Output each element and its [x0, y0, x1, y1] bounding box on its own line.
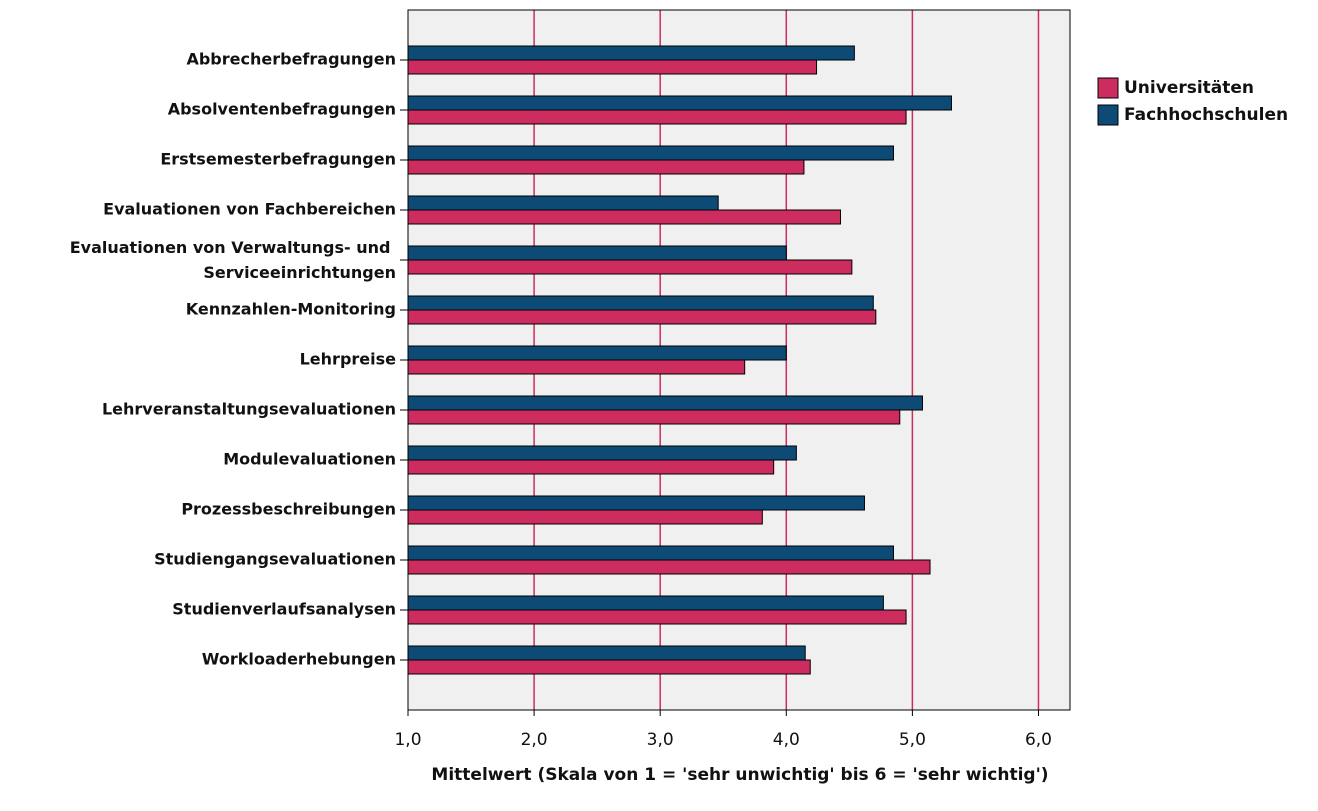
y-tick-label: Evaluationen von Fachbereichen: [103, 200, 396, 219]
y-tick-label: Evaluationen von Verwaltungs- und Servic…: [70, 238, 396, 282]
bar: [407, 295, 874, 311]
y-tick-label: Studienverlaufsanalysen: [172, 600, 396, 619]
bar: [407, 45, 855, 61]
bar: [407, 545, 894, 561]
y-tick-label: Absolventenbefragungen: [168, 100, 396, 119]
bar: [407, 459, 775, 475]
x-tick-label: 3,0: [647, 730, 674, 750]
y-tick-label: Workloaderhebungen: [202, 650, 396, 669]
y-tick-label: Kennzahlen-Monitoring: [186, 300, 396, 319]
bar: [407, 609, 907, 625]
bar: [407, 345, 787, 361]
y-tick-label: Erstsemesterbefragungen: [160, 150, 396, 169]
bar: [407, 409, 901, 425]
x-axis-title: Mittelwert (Skala von 1 = 'sehr unwichti…: [431, 765, 1049, 785]
legend-label: Universitäten: [1124, 78, 1254, 98]
bar: [407, 259, 853, 275]
bar: [407, 395, 923, 411]
bar: [407, 59, 818, 75]
bar: [407, 95, 952, 111]
y-tick-label: Lehrpreise: [300, 350, 397, 369]
x-tick-label: 2,0: [521, 730, 548, 750]
bar: [407, 559, 931, 575]
bar: [407, 445, 797, 461]
bar: [407, 245, 787, 261]
bar: [407, 159, 805, 175]
plot-frame: [407, 9, 1071, 711]
bar: [407, 359, 746, 375]
y-tick-label: Lehrveranstaltungsevaluationen: [102, 400, 396, 419]
x-tick-label: 6,0: [1025, 730, 1052, 750]
bar: [407, 195, 719, 211]
bar: [407, 495, 865, 511]
y-tick-label: Abbrecherbefragungen: [186, 50, 396, 69]
bar: [407, 509, 763, 525]
bar: [407, 645, 806, 661]
x-tick-label: 1,0: [394, 730, 421, 750]
bar: [407, 659, 811, 675]
y-tick-label: Prozessbeschreibungen: [181, 500, 396, 519]
legend-swatch: [1097, 77, 1119, 99]
bar: [407, 209, 842, 225]
x-tick-label: 5,0: [899, 730, 926, 750]
y-tick-label: Modulevaluationen: [223, 450, 396, 469]
bar: [407, 595, 884, 611]
x-tick-label: 4,0: [773, 730, 800, 750]
bar: [407, 109, 907, 125]
legend-swatch: [1097, 104, 1119, 126]
y-tick-label: Studiengangsevaluationen: [154, 550, 396, 569]
bar: [407, 145, 894, 161]
bar: [407, 309, 877, 325]
legend-label: Fachhochschulen: [1124, 105, 1288, 125]
